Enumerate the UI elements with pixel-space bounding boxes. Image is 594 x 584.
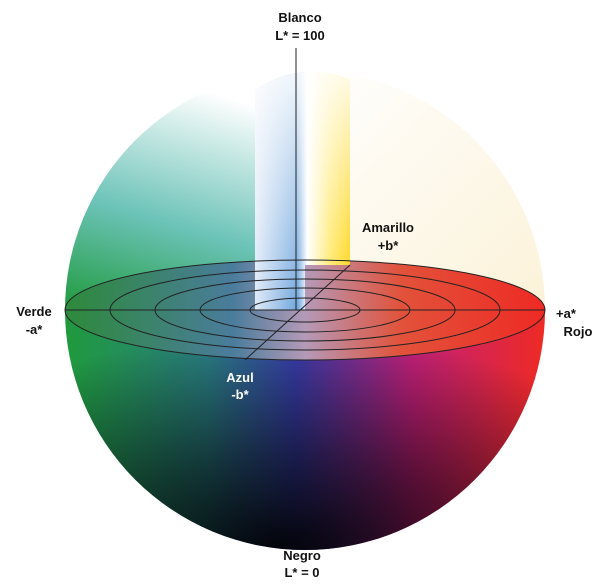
label-value: L* = 100 — [275, 28, 325, 43]
cutaway-ghost — [305, 70, 545, 310]
label-value: +b* — [378, 238, 400, 253]
label-name: Rojo — [564, 324, 593, 339]
upper-left-quarter — [65, 70, 305, 310]
label-value: L* = 0 — [284, 565, 319, 580]
label-name: Verde — [16, 304, 51, 319]
label-name: Amarillo — [362, 220, 414, 235]
label-value: -a* — [26, 322, 44, 337]
b-axis — [244, 264, 351, 361]
label-value: -b* — [231, 387, 249, 402]
label-name: Blanco — [278, 10, 321, 25]
label-name: Azul — [226, 370, 253, 385]
label-name: Negro — [283, 548, 321, 563]
label-value: +a* — [556, 306, 577, 321]
lower-shading — [65, 310, 545, 550]
slice-highlight — [255, 72, 350, 310]
